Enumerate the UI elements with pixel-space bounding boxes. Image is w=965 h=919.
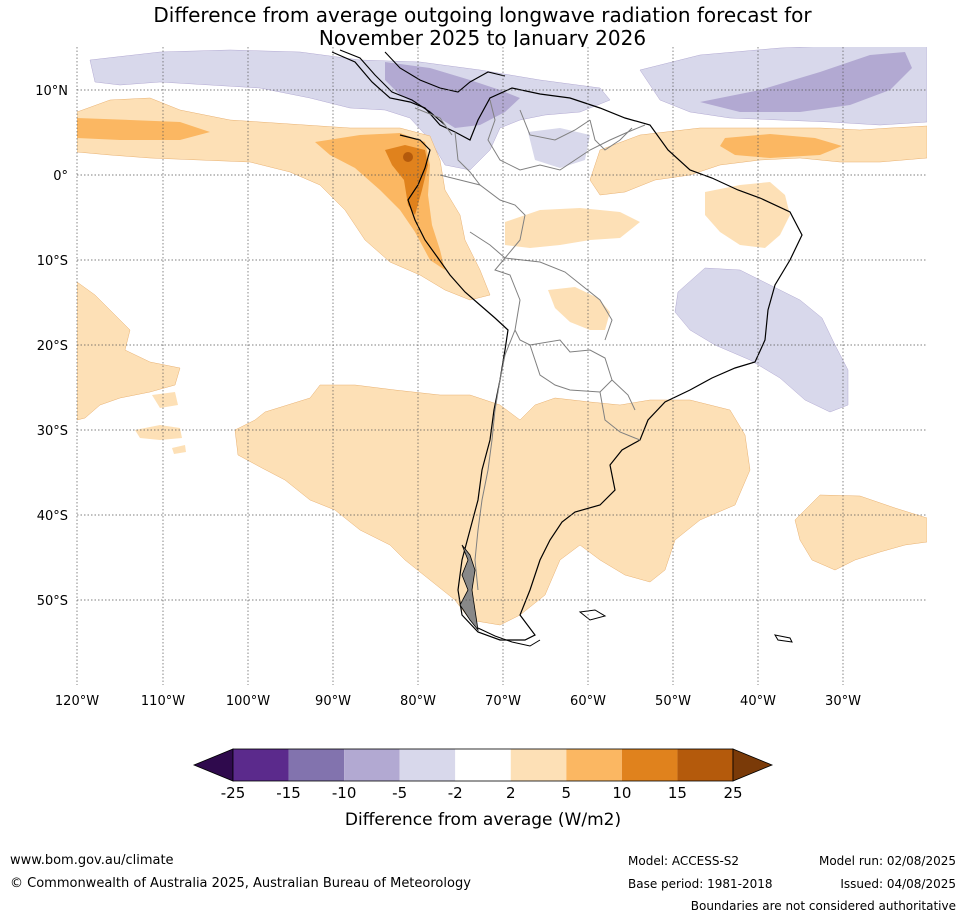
colorbar-tick-label: 25 <box>723 784 742 802</box>
colorbar-ticks: -25 -15 -10 -5 -2 2 5 10 15 25 <box>221 784 743 802</box>
anomaly-pos-sw-pacific <box>77 281 181 421</box>
country-borders <box>414 99 646 591</box>
southern-chile-fjords <box>459 544 479 632</box>
boundaries-disclaimer: Boundaries are not considered authoritat… <box>690 899 956 913</box>
anomaly-pos-amazon <box>505 208 640 248</box>
anomaly-pos-pacific-islets <box>135 392 186 454</box>
chart-title: Difference from average outgoing longwav… <box>0 4 965 50</box>
colorbar-segment <box>399 749 456 781</box>
lon-label: 110°W <box>141 694 185 709</box>
anomaly-pos-atlantic-eq <box>589 125 927 196</box>
colorbar-segment <box>288 749 345 781</box>
anomaly-field <box>77 47 927 685</box>
lon-label: 50°W <box>655 694 691 709</box>
colorbar: -25 -15 -10 -5 -2 2 5 10 15 25 Difference from av… <box>192 748 774 830</box>
south-america-coast <box>331 51 803 641</box>
lat-label: 30°S <box>37 424 68 439</box>
anomaly-pos-bolivia <box>548 287 610 330</box>
tierra-del-fuego <box>477 609 793 647</box>
lon-label: 60°W <box>570 694 606 709</box>
colorbar-segment <box>455 749 511 781</box>
lat-label: 20°S <box>37 339 68 354</box>
colorbar-over-triangle <box>732 748 774 782</box>
colorbar-tick-label: -15 <box>276 784 301 802</box>
anomaly-neg-brazil <box>674 267 849 413</box>
model-run: Model run: 02/08/2025 <box>818 854 956 868</box>
colorbar-segments <box>232 748 734 782</box>
anomaly-pos-atlantic-core <box>720 134 842 158</box>
lat-label: 0° <box>53 169 68 184</box>
colorbar-tick-label: -5 <box>392 784 407 802</box>
colorbar-title: Difference from average (W/m2) <box>345 810 621 830</box>
colorbar-segment <box>566 749 622 781</box>
website-link[interactable]: www.bom.gov.au/climate <box>10 853 174 868</box>
title-line-1: Difference from average outgoing longwav… <box>153 3 812 27</box>
anomaly-neg-caribbean <box>89 49 611 171</box>
lon-label: 90°W <box>315 694 351 709</box>
anomaly-pos-peru-dot <box>403 152 413 162</box>
lon-label: 30°W <box>825 694 861 709</box>
colorbar-tick-label: 2 <box>506 784 516 802</box>
lat-label: 10°N <box>35 84 68 99</box>
lon-label: 40°W <box>740 694 776 709</box>
anomaly-neg-caribbean-core <box>385 62 520 128</box>
graticule <box>76 47 927 685</box>
anomaly-neg-atlantic-core <box>700 52 912 112</box>
lat-label: 10°S <box>37 254 68 269</box>
base-period: Base period: 1981-2018 <box>628 877 773 891</box>
anomaly-pos-ne-brazil <box>705 182 790 248</box>
lon-label: 100°W <box>226 694 270 709</box>
colorbar-segment <box>233 749 289 781</box>
colorbar-segment <box>510 749 567 781</box>
anomaly-pos-peru-core <box>385 145 428 215</box>
colorbar-tick-label: -10 <box>332 784 357 802</box>
colorbar-segment <box>621 749 678 781</box>
colorbar-tick-label: -25 <box>221 784 246 802</box>
issued-date: Issued: 04/08/2025 <box>840 877 956 891</box>
lat-label: 40°S <box>37 509 68 524</box>
anomaly-pos-pacific-band <box>77 118 210 140</box>
colorbar-tick-label: 10 <box>612 784 631 802</box>
coastlines <box>331 49 803 647</box>
colorbar-segment <box>677 749 733 781</box>
colorbar-segment <box>344 749 400 781</box>
colorbar-tick-label: -2 <box>448 784 463 802</box>
lon-label: 80°W <box>400 694 436 709</box>
longitude-labels: 120°W 110°W 100°W 90°W 80°W 70°W 60°W 50… <box>55 694 861 709</box>
lon-label: 120°W <box>55 694 99 709</box>
lat-label: 50°S <box>37 594 68 609</box>
colorbar-under-triangle <box>192 748 234 782</box>
model-name: Model: ACCESS-S2 <box>628 854 740 868</box>
colorbar-tick-label: 15 <box>668 784 687 802</box>
colorbar-tick-label: 5 <box>562 784 572 802</box>
copyright-text: © Commonwealth of Australia 2025, Austra… <box>10 876 471 891</box>
lon-label: 70°W <box>485 694 521 709</box>
latitude-labels: 10°N 0° 10°S 20°S 30°S 40°S 50°S <box>35 84 68 609</box>
anomaly-pos-south-atlantic <box>794 494 927 571</box>
title-line-2: November 2025 to January 2026 <box>318 26 647 50</box>
